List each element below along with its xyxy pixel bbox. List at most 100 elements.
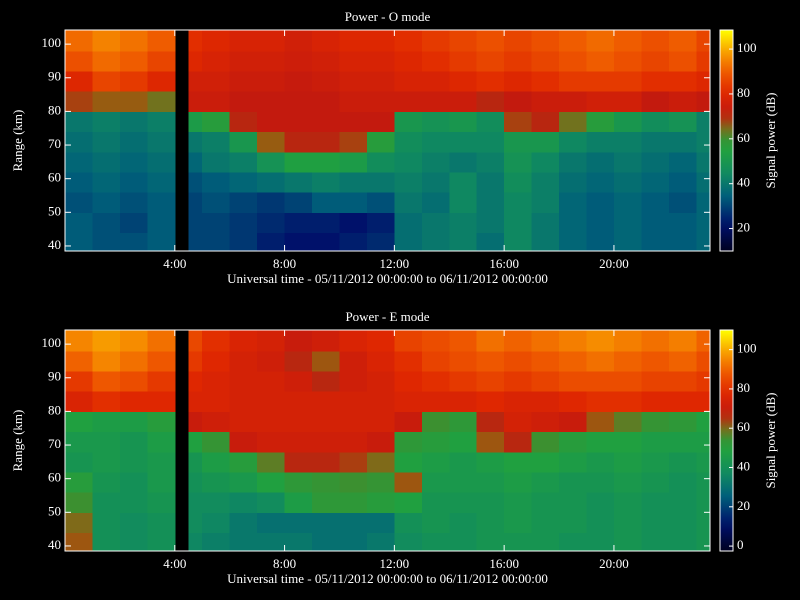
colorbar-label: Signal power (dB) <box>763 92 778 188</box>
heatmap-cell <box>394 371 423 392</box>
heatmap-cell <box>613 131 642 153</box>
x-tick-label: 16:00 <box>489 556 519 571</box>
heatmap-cell <box>586 512 615 533</box>
x-tick-label: 4:00 <box>163 556 186 571</box>
heatmap-cell <box>229 192 258 213</box>
heatmap-cell <box>119 232 148 252</box>
heatmap-cell <box>119 151 148 173</box>
heatmap-cell <box>476 30 505 52</box>
heatmap-cell <box>586 192 615 213</box>
heatmap-cell <box>92 171 121 193</box>
heatmap-cell <box>65 212 93 233</box>
heatmap-cell <box>119 350 148 372</box>
heatmap-cell <box>586 91 615 112</box>
heatmap-cell <box>188 391 203 412</box>
heatmap-cell <box>312 192 340 213</box>
heatmap-cell <box>394 212 423 233</box>
heatmap-cell <box>65 391 93 412</box>
heatmap-cell <box>339 391 368 412</box>
heatmap-cell <box>339 411 368 433</box>
heatmap-cell <box>668 232 697 252</box>
heatmap-cell <box>641 371 670 392</box>
heatmap-cell <box>229 471 258 493</box>
heatmap-cell <box>613 411 642 433</box>
heatmap-cell <box>504 492 533 513</box>
heatmap-cell <box>202 350 231 372</box>
heatmap-cell <box>559 451 587 473</box>
heatmap-cell <box>504 50 533 72</box>
heatmap-cell <box>586 151 615 173</box>
heatmap-cell <box>366 471 395 493</box>
heatmap-cell <box>613 111 642 133</box>
heatmap-cell <box>92 111 121 133</box>
colorbar-tick-label: 40 <box>737 458 750 473</box>
heatmap-cell <box>476 391 505 412</box>
heatmap-cell <box>613 431 642 453</box>
heatmap-cell <box>65 192 93 213</box>
heatmap-cell <box>339 431 368 453</box>
heatmap-cell <box>65 111 93 133</box>
heatmap-cell <box>504 91 533 112</box>
heatmap-cell <box>504 151 533 173</box>
heatmap-cell <box>147 471 176 493</box>
x-tick-label: 20:00 <box>599 256 629 271</box>
heatmap-cell <box>312 50 340 72</box>
heatmap-cell <box>119 471 148 493</box>
heatmap-cell <box>188 350 203 372</box>
heatmap-cell <box>421 411 450 433</box>
colorbar-label: Signal power (dB) <box>763 392 778 488</box>
x-tick-label: 12:00 <box>380 256 410 271</box>
y-axis-label: Range (km) <box>10 410 25 472</box>
heatmap-cell <box>92 451 121 473</box>
heatmap-cell <box>586 371 615 392</box>
heatmap-cell <box>449 471 478 493</box>
heatmap-cell <box>394 391 423 412</box>
heatmap-cell <box>559 111 587 133</box>
heatmap-cell <box>641 492 670 513</box>
heatmap-cell <box>476 371 505 392</box>
heatmap-cell <box>284 512 313 533</box>
heatmap-cell <box>312 212 340 233</box>
y-tick-label: 80 <box>48 402 61 417</box>
heatmap-cell <box>504 431 533 453</box>
heatmap-cell <box>641 131 670 153</box>
heatmap-cell <box>188 30 203 52</box>
heatmap-cell <box>284 171 313 193</box>
heatmap-cell <box>65 512 93 533</box>
heatmap-cell <box>119 71 148 92</box>
heatmap-cell <box>449 71 478 92</box>
colorbar-tick-label: 0 <box>737 537 744 552</box>
heatmap-cell <box>229 212 258 233</box>
heatmap-cell <box>668 330 697 352</box>
heatmap-cell <box>92 350 121 372</box>
heatmap-cell <box>696 111 711 133</box>
heatmap-cell <box>586 171 615 193</box>
heatmap-cell <box>65 71 93 92</box>
heatmap-cell <box>339 192 368 213</box>
heatmap-cell <box>312 171 340 193</box>
heatmap-cell <box>421 431 450 453</box>
heatmap-cell <box>257 212 286 233</box>
heatmap-cell <box>613 512 642 533</box>
heatmap-cell <box>312 91 340 112</box>
heatmap-cell <box>696 532 711 552</box>
heatmap-cell <box>531 512 560 533</box>
heatmap-cell <box>559 151 587 173</box>
heatmap-cell <box>559 330 587 352</box>
heatmap-cell <box>147 71 176 92</box>
heatmap-cell <box>312 131 340 153</box>
heatmap-cell <box>449 532 478 552</box>
heatmap-cell <box>92 91 121 112</box>
heatmap-cell <box>421 391 450 412</box>
heatmap-cell <box>421 131 450 153</box>
heatmap-cell <box>202 492 231 513</box>
heatmap-cell <box>696 431 711 453</box>
heatmap-cell <box>119 111 148 133</box>
heatmap-cell <box>449 411 478 433</box>
heatmap-cell <box>476 431 505 453</box>
heatmap-cell <box>449 131 478 153</box>
heatmap-cell <box>668 192 697 213</box>
chart-title: Power - E mode <box>345 309 429 324</box>
heatmap-cell <box>284 451 313 473</box>
heatmap-cell <box>641 471 670 493</box>
